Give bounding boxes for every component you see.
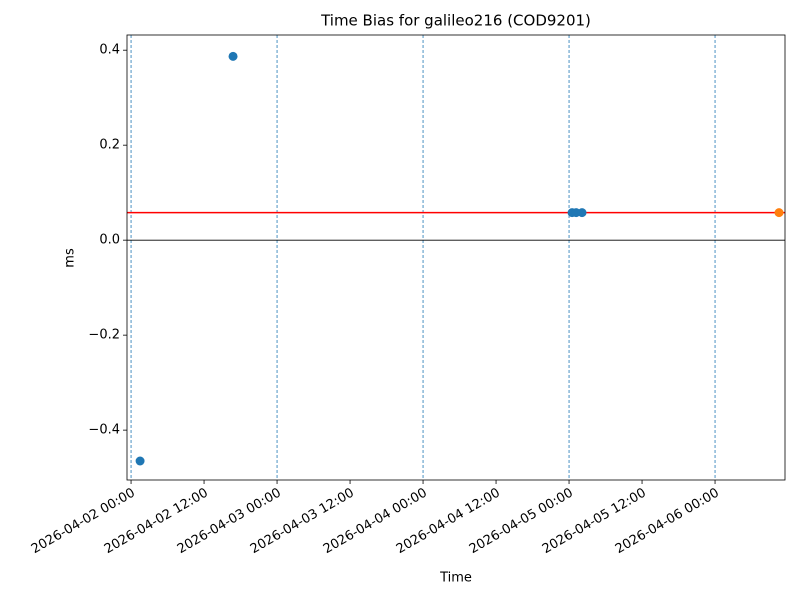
plot-frame [126, 34, 786, 481]
y-tick-label: 0.0 [99, 233, 120, 248]
data-point [577, 208, 587, 218]
y-axis-label: ms [63, 248, 78, 268]
y-tick-label: 0.2 [99, 138, 120, 153]
chart-title: Time Bias for galileo216 (COD9201) [320, 12, 591, 30]
data-point [135, 456, 145, 466]
data-point [228, 51, 238, 61]
y-tick-label: −0.2 [88, 328, 120, 343]
data-point [774, 208, 784, 218]
y-tick-label: 0.4 [99, 43, 120, 58]
x-axis-label: Time [439, 571, 472, 586]
y-tick-label: −0.4 [88, 423, 120, 438]
